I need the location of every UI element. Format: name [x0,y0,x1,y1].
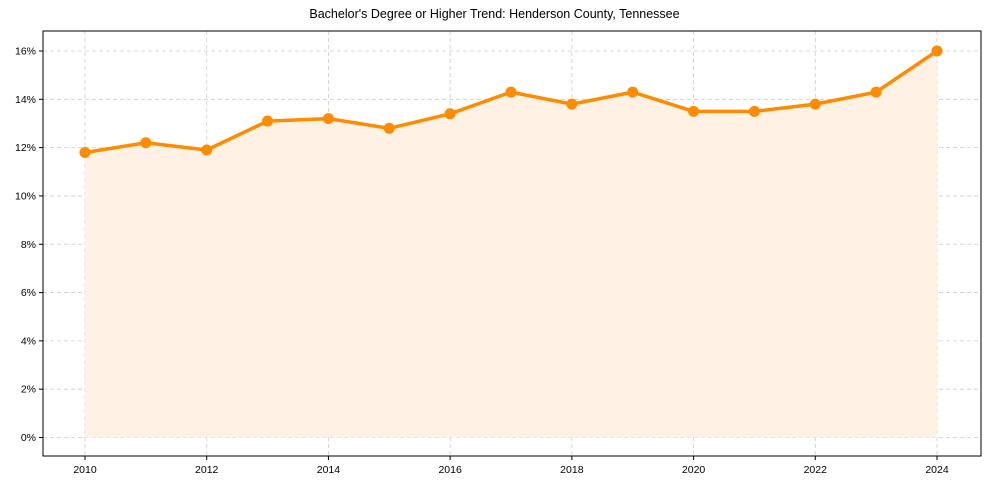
y-tick-label: 12% [15,142,36,154]
x-tick-label: 2012 [195,464,219,476]
data-point [444,108,456,120]
data-point [79,146,91,158]
y-tick-label: 14% [15,94,36,106]
data-point [383,122,395,134]
y-tick-label: 16% [15,46,36,58]
y-tick-label: 4% [21,335,36,347]
data-point [201,144,213,156]
y-tick-label: 2% [21,384,36,396]
data-point [870,86,882,98]
y-tick-label: 8% [21,239,36,251]
y-tick-label: 10% [15,190,36,202]
data-point [809,98,821,110]
data-point [566,98,578,110]
y-tick-label: 6% [21,287,36,299]
x-tick-label: 2022 [804,464,828,476]
x-tick-label: 2024 [925,464,949,476]
chart-title: Bachelor's Degree or Higher Trend: Hende… [309,7,680,21]
x-axis: 2010 2012 2014 2016 2018 2020 2022 2024 [73,456,949,476]
data-point [322,113,334,125]
y-tick-label: 0% [21,432,36,444]
y-axis: 0% 2% 4% 6% 8% 10% 12% 14% 16% [15,46,43,444]
x-tick-label: 2020 [682,464,706,476]
x-tick-label: 2010 [73,464,97,476]
area-fill [85,51,937,438]
x-tick-label: 2016 [438,464,462,476]
data-point [140,137,152,149]
plot-frame [42,30,982,457]
data-point [748,105,760,117]
data-point [505,86,517,98]
data-point [262,115,274,127]
data-point [627,86,639,98]
x-tick-label: 2018 [560,464,584,476]
x-tick-label: 2014 [317,464,341,476]
data-markers [79,45,943,158]
data-point [688,105,700,117]
data-point [931,45,943,57]
